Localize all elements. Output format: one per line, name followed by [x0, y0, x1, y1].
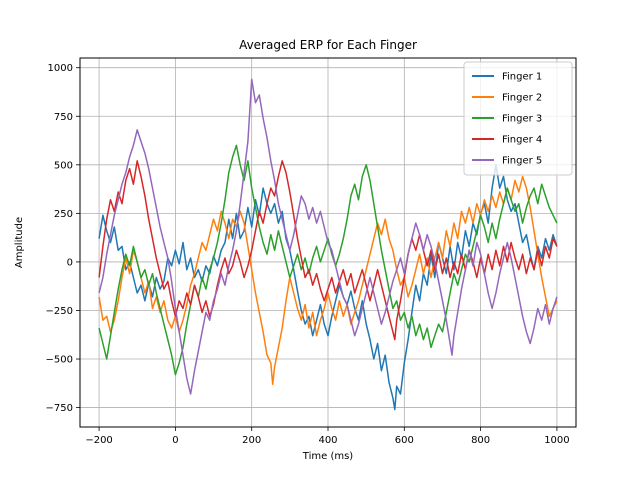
y-tick-label: 500 — [54, 160, 73, 171]
y-tick-label: 0 — [67, 257, 73, 268]
x-tick-label: −200 — [85, 435, 112, 446]
legend: Finger 1 Finger 2 Finger 3 Finger 4 Finger 5 — [463, 61, 573, 176]
x-tick-label: 800 — [471, 435, 490, 446]
y-tick-label: −250 — [46, 306, 73, 317]
legend-label: Finger 2 — [502, 93, 542, 104]
x-tick-label: 0 — [172, 435, 178, 446]
x-axis-label: Time (ms) — [302, 451, 354, 462]
ticks-layer: −200 0 200 400 600 800 1000 −750 −500 −250 0 250 500… — [46, 63, 570, 446]
y-tick-label: −500 — [46, 355, 73, 366]
series-line-finger-5 — [98, 78, 558, 395]
x-tick-label: 200 — [242, 435, 261, 446]
legend-label: Finger 1 — [502, 72, 542, 83]
x-tick-label: 400 — [318, 435, 337, 446]
x-tick-label: 1000 — [544, 435, 569, 446]
legend-label: Finger 4 — [502, 135, 542, 146]
y-tick-label: 250 — [54, 209, 73, 220]
series-line-finger-3 — [98, 144, 558, 376]
legend-box — [463, 61, 573, 176]
y-tick-label: −750 — [46, 403, 73, 414]
chart-title: Averaged ERP for Each Finger — [239, 38, 417, 52]
y-tick-label: 1000 — [48, 63, 73, 74]
x-tick-label: 600 — [395, 435, 414, 446]
legend-label: Finger 5 — [502, 156, 542, 167]
y-axis-label: Amplitude — [14, 217, 25, 268]
legend-label: Finger 3 — [502, 114, 542, 125]
y-tick-label: 750 — [54, 112, 73, 123]
series-line-finger-2 — [98, 175, 558, 386]
series-layer — [98, 78, 558, 411]
